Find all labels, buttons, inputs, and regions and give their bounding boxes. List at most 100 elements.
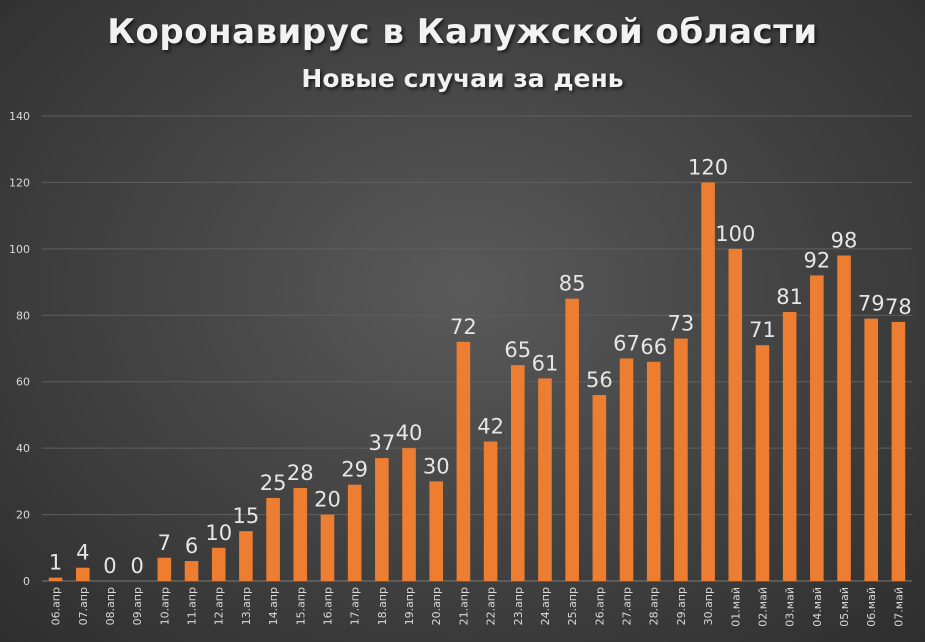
y-tick-label: 20: [16, 509, 30, 522]
bar-layer: [48, 182, 906, 581]
data-label: 100: [715, 222, 755, 246]
x-tick-label: 26.апр: [593, 587, 606, 625]
bar: [483, 441, 498, 581]
data-label: 28: [287, 461, 314, 485]
bar: [375, 458, 389, 581]
bar: [538, 378, 552, 581]
data-label: 37: [368, 431, 395, 455]
bar: [755, 345, 770, 581]
bar: [211, 547, 226, 581]
data-label: 4: [76, 541, 89, 565]
data-label: 20: [314, 488, 341, 512]
bar: [293, 488, 308, 581]
bar: [728, 248, 743, 581]
x-tick-label: 04.май: [811, 587, 824, 627]
data-label: 98: [831, 229, 858, 253]
y-axis-ticks: 0 20 40 60 80 100 120 140: [9, 110, 30, 588]
grid-layer: [42, 115, 912, 582]
x-tick-label: 23.апр: [512, 587, 525, 625]
y-tick-label: 140: [9, 110, 30, 123]
x-tick-label: 28.апр: [648, 587, 661, 625]
bar: [184, 561, 199, 581]
x-tick-label: 27.апр: [621, 587, 634, 625]
y-tick-label: 120: [9, 176, 30, 189]
bar: [837, 255, 851, 581]
data-label: 81: [776, 285, 803, 309]
data-label: 79: [858, 292, 885, 316]
x-tick-label: 20.апр: [430, 587, 443, 625]
data-label: 30: [423, 454, 450, 478]
y-tick-label: 40: [16, 442, 30, 455]
bar: [320, 514, 335, 581]
x-axis-ticks: 06.апр 07.апр 08.апр 09.апр 10.апр 11.апр 12.а…: [50, 587, 906, 627]
x-tick-label: 12.апр: [213, 587, 226, 625]
bar: [592, 395, 607, 581]
bar: [456, 341, 471, 581]
x-tick-label: 22.апр: [485, 587, 498, 625]
x-tick-label: 10.апр: [158, 587, 171, 625]
x-tick-label: 25.апр: [566, 587, 579, 625]
data-label: 1: [49, 551, 62, 575]
x-tick-label: 07.май: [892, 587, 905, 627]
x-tick-label: 30.апр: [702, 587, 715, 625]
data-label: 29: [341, 458, 368, 482]
data-label: 56: [586, 368, 613, 392]
x-tick-label: 15.апр: [294, 587, 307, 625]
bar: [75, 567, 90, 581]
x-tick-label: 21.апр: [457, 587, 470, 625]
bar: [48, 577, 63, 581]
bar: [891, 321, 906, 581]
x-tick-label: 11.апр: [186, 587, 199, 625]
data-label: 66: [640, 335, 667, 359]
data-label: 25: [260, 471, 287, 495]
bar: [510, 365, 525, 581]
data-label: 78: [885, 295, 912, 319]
data-label: 72: [450, 315, 477, 339]
data-label: 10: [205, 521, 232, 545]
x-tick-label: 13.апр: [240, 587, 253, 625]
x-tick-label: 05.май: [838, 587, 851, 627]
chart-title: Коронавирус в Калужской области: [107, 12, 818, 52]
bar: [810, 275, 824, 581]
bar: [565, 298, 579, 581]
x-tick-label: 17.апр: [349, 587, 362, 625]
x-tick-label: 14.апр: [267, 587, 280, 625]
data-label: 85: [559, 272, 586, 296]
data-label: 15: [233, 504, 260, 528]
data-label: 61: [532, 351, 559, 375]
bar: [157, 557, 172, 581]
data-label: 65: [504, 338, 531, 362]
data-label: 67: [613, 331, 640, 355]
y-tick-label: 60: [16, 376, 30, 389]
x-tick-label: 24.апр: [539, 587, 552, 625]
data-label: 120: [688, 155, 728, 179]
data-label: 0: [103, 554, 116, 578]
data-label: 6: [185, 534, 198, 558]
x-tick-label: 29.апр: [675, 587, 688, 625]
data-label: 7: [158, 531, 171, 555]
y-tick-label: 80: [16, 309, 30, 322]
data-label: 71: [749, 318, 776, 342]
x-tick-label: 01.май: [729, 587, 742, 627]
y-tick-label: 0: [23, 575, 30, 588]
data-label: 92: [803, 248, 830, 272]
x-tick-label: 08.апр: [104, 587, 117, 625]
bar: [864, 318, 879, 581]
bar: [429, 481, 444, 581]
bar: [701, 182, 715, 581]
x-tick-label: 07.апр: [77, 587, 90, 625]
data-label: 0: [130, 554, 143, 578]
data-label: 42: [477, 415, 504, 439]
bar: [646, 361, 661, 581]
x-tick-label: 18.апр: [376, 587, 389, 625]
bar: [619, 358, 634, 581]
bar: [347, 484, 362, 581]
bar: [239, 531, 253, 581]
x-tick-label: 03.май: [784, 587, 797, 627]
bar: [674, 338, 688, 581]
chart-subtitle: Новые случаи за день: [301, 64, 624, 93]
x-tick-label: 19.апр: [403, 587, 416, 625]
bar: [402, 448, 416, 581]
